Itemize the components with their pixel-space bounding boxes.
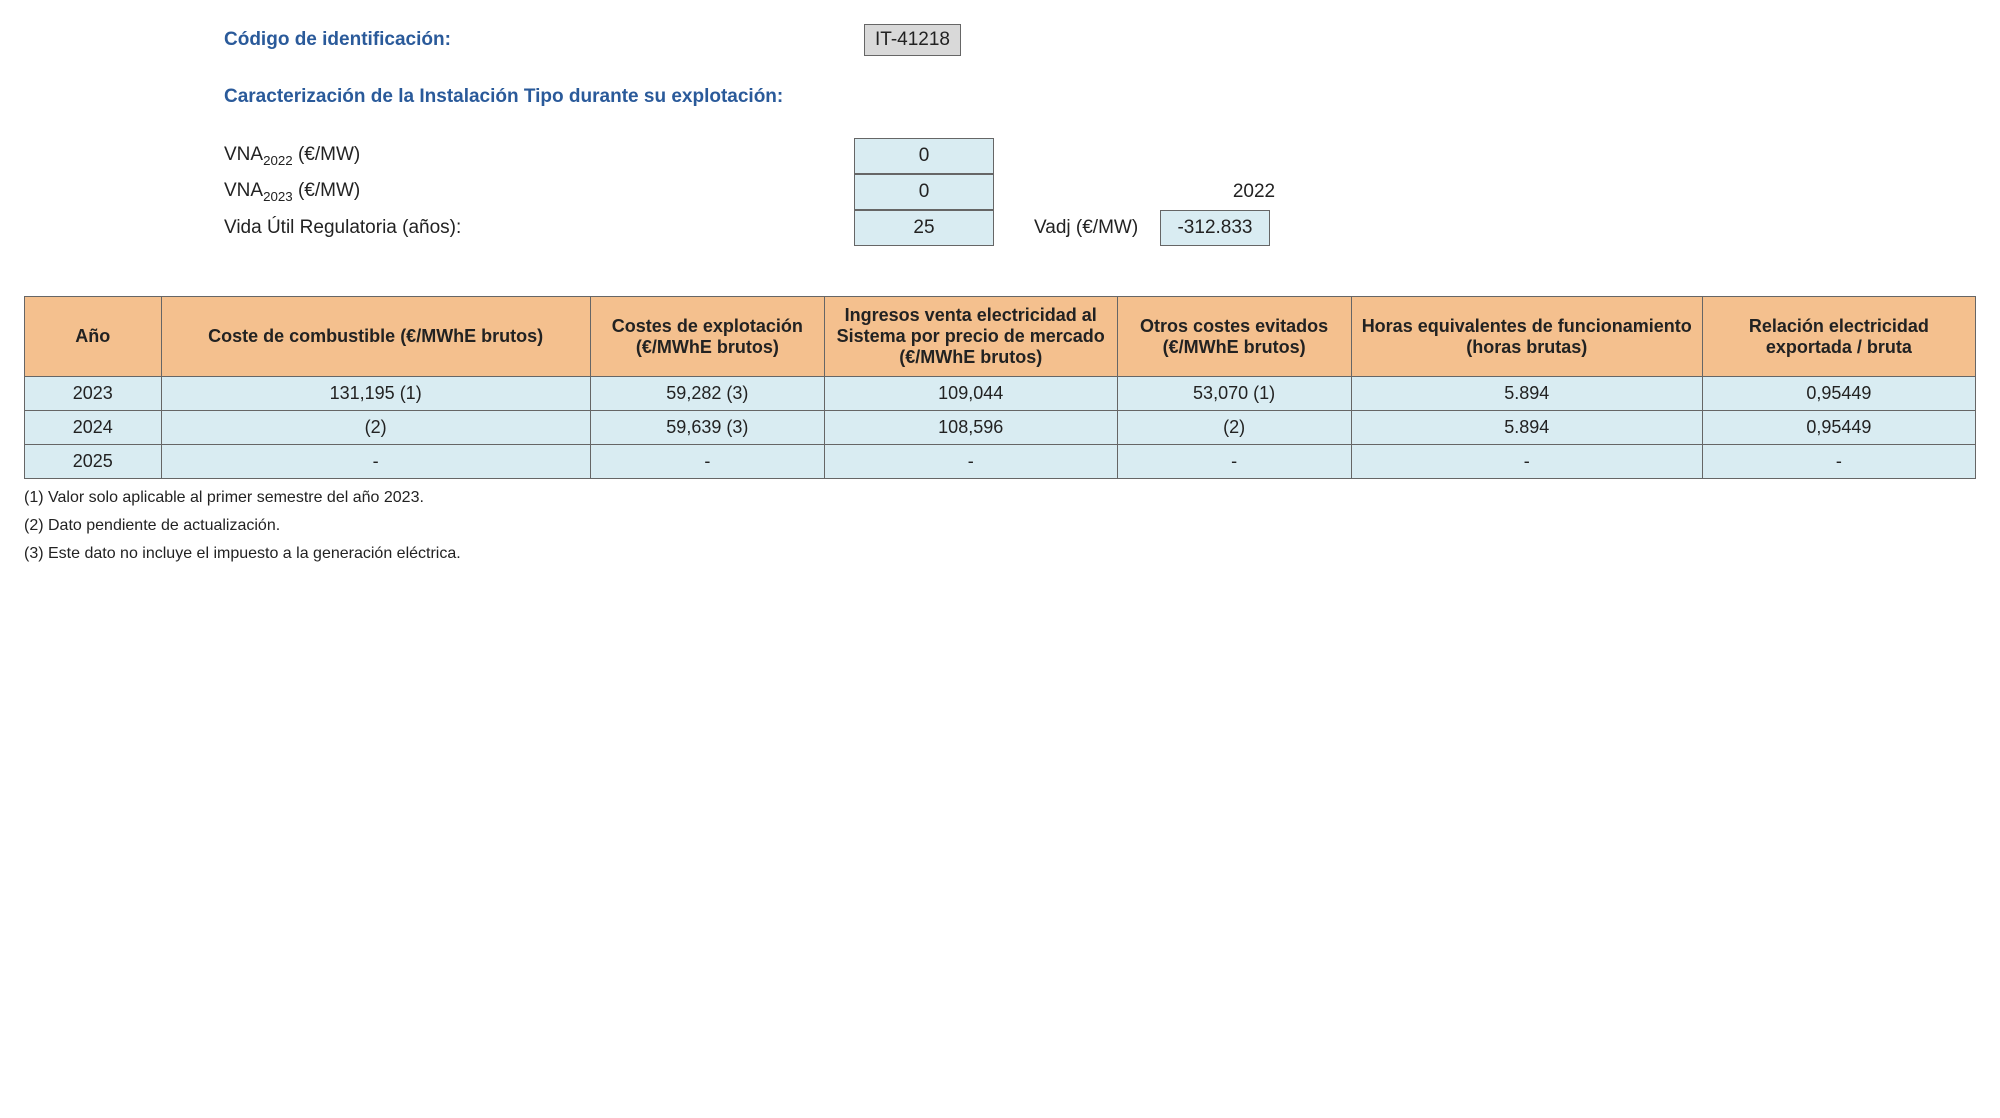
cell-fuel: (2) bbox=[161, 411, 590, 445]
cell-income: 109,044 bbox=[824, 377, 1117, 411]
vna2022-sub: 2022 bbox=[263, 153, 293, 168]
cell-fuel: 131,195 (1) bbox=[161, 377, 590, 411]
vna2022-row: VNA2022 (€/MW) 0 bbox=[224, 138, 1976, 174]
cell-other: - bbox=[1117, 445, 1351, 479]
table-header-row: Año Coste de combustible (€/MWhE brutos)… bbox=[25, 297, 1976, 377]
vida-row: Vida Útil Regulatoria (años): 25 Vadj (€… bbox=[224, 210, 1976, 246]
cell-ratio: 0,95449 bbox=[1702, 411, 1975, 445]
table-body: 2023 131,195 (1) 59,282 (3) 109,044 53,0… bbox=[25, 377, 1976, 479]
vna2023-suffix: (€/MW) bbox=[293, 180, 361, 201]
header-block: Código de identificación: IT-41218 Carac… bbox=[224, 24, 1976, 246]
cell-op: - bbox=[590, 445, 824, 479]
vida-value: 25 bbox=[854, 210, 994, 246]
col-other-header: Otros costes evitados (€/MWhE brutos) bbox=[1117, 297, 1351, 377]
footnote-1: (1) Valor solo aplicable al primer semes… bbox=[24, 489, 1976, 507]
cell-hours: - bbox=[1351, 445, 1702, 479]
cell-other: (2) bbox=[1117, 411, 1351, 445]
cell-op: 59,639 (3) bbox=[590, 411, 824, 445]
col-year-header: Año bbox=[25, 297, 162, 377]
cell-fuel: - bbox=[161, 445, 590, 479]
col-fuel-header: Coste de combustible (€/MWhE brutos) bbox=[161, 297, 590, 377]
vna2022-suffix: (€/MW) bbox=[293, 144, 361, 165]
vna2022-label: VNA2022 (€/MW) bbox=[224, 138, 854, 174]
vna2022-prefix: VNA bbox=[224, 144, 263, 165]
section-title: Caracterización de la Instalación Tipo d… bbox=[224, 86, 1976, 108]
footnotes-block: (1) Valor solo aplicable al primer semes… bbox=[24, 489, 1976, 563]
cell-year: 2024 bbox=[25, 411, 162, 445]
col-op-header: Costes de explotación (€/MWhE brutos) bbox=[590, 297, 824, 377]
year-ref: 2022 bbox=[1194, 181, 1314, 203]
vadj-label: Vadj (€/MW) bbox=[1034, 217, 1154, 239]
table-row: 2024 (2) 59,639 (3) 108,596 (2) 5.894 0,… bbox=[25, 411, 1976, 445]
cell-hours: 5.894 bbox=[1351, 377, 1702, 411]
id-label: Código de identificación: bbox=[224, 29, 864, 51]
cell-op: 59,282 (3) bbox=[590, 377, 824, 411]
cell-ratio: - bbox=[1702, 445, 1975, 479]
cell-income: 108,596 bbox=[824, 411, 1117, 445]
col-ratio-header: Relación electricidad exportada / bruta bbox=[1702, 297, 1975, 377]
id-value-box: IT-41218 bbox=[864, 24, 961, 56]
vida-label: Vida Útil Regulatoria (años): bbox=[224, 211, 854, 245]
vna2023-row: VNA2023 (€/MW) 0 2022 bbox=[224, 174, 1976, 210]
cell-year: 2023 bbox=[25, 377, 162, 411]
table-row: 2023 131,195 (1) 59,282 (3) 109,044 53,0… bbox=[25, 377, 1976, 411]
vna2023-value: 0 bbox=[854, 174, 994, 210]
vna2023-label: VNA2023 (€/MW) bbox=[224, 174, 854, 210]
cell-hours: 5.894 bbox=[1351, 411, 1702, 445]
vna2023-sub: 2023 bbox=[263, 189, 293, 204]
cell-year: 2025 bbox=[25, 445, 162, 479]
cell-other: 53,070 (1) bbox=[1117, 377, 1351, 411]
cell-ratio: 0,95449 bbox=[1702, 377, 1975, 411]
vadj-value: -312.833 bbox=[1160, 210, 1270, 246]
table-row: 2025 - - - - - - bbox=[25, 445, 1976, 479]
vna2022-value: 0 bbox=[854, 138, 994, 174]
footnote-3: (3) Este dato no incluye el impuesto a l… bbox=[24, 545, 1976, 563]
footnote-2: (2) Dato pendiente de actualización. bbox=[24, 517, 1976, 535]
id-row: Código de identificación: IT-41218 bbox=[224, 24, 1976, 56]
col-income-header: Ingresos venta electricidad al Sistema p… bbox=[824, 297, 1117, 377]
cell-income: - bbox=[824, 445, 1117, 479]
main-data-table: Año Coste de combustible (€/MWhE brutos)… bbox=[24, 296, 1976, 479]
vna2023-prefix: VNA bbox=[224, 180, 263, 201]
col-hours-header: Horas equivalentes de funcionamiento (ho… bbox=[1351, 297, 1702, 377]
